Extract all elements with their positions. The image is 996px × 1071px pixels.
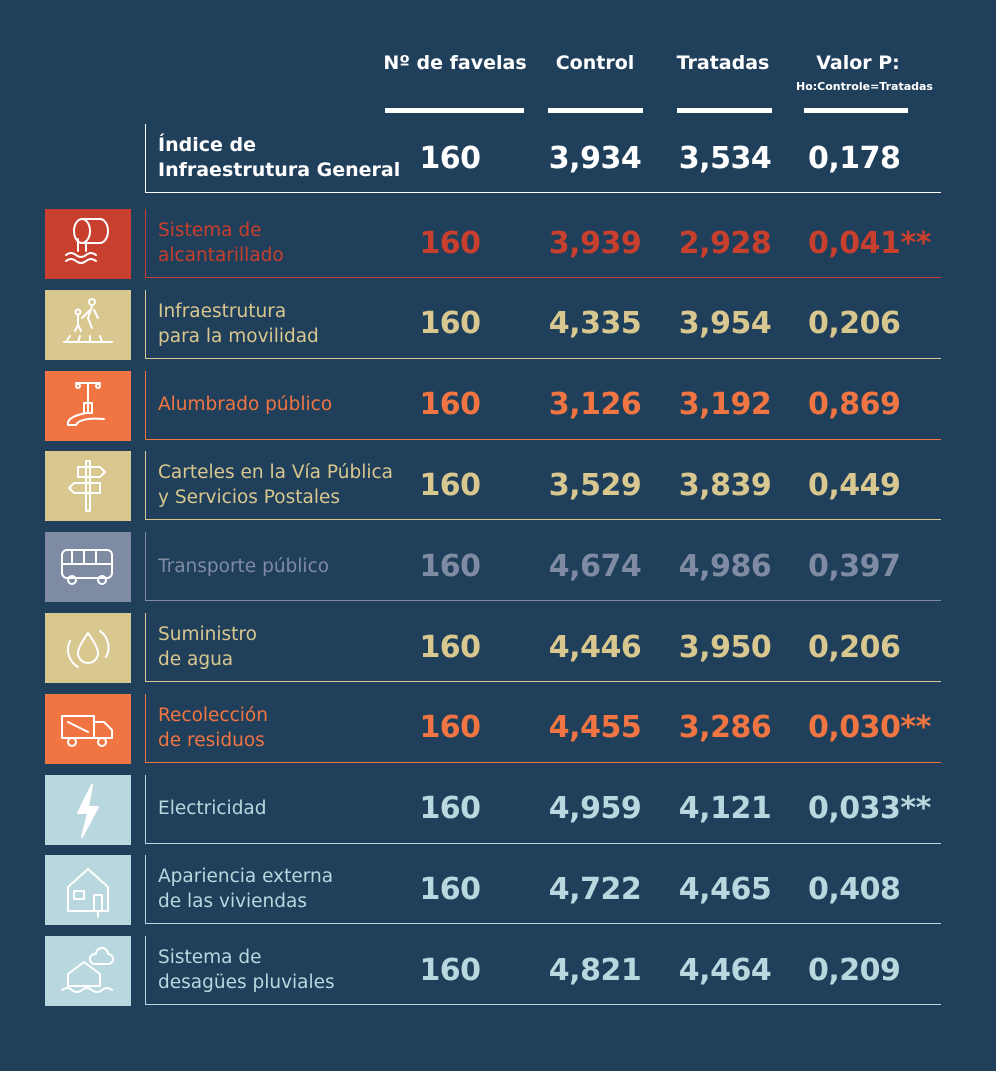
row-label-box: Alumbrado público (145, 370, 941, 440)
tratadas-value: 3,286 (678, 710, 772, 746)
row-label: Sistema de desagües pluviales (158, 947, 335, 994)
control-value: 4,722 (548, 871, 642, 907)
control-value: 3,934 (548, 140, 642, 176)
table-row: Alumbrado público 160 3,126 3,192 0,869 (0, 370, 996, 443)
row-label: Sistema de alcantarillado (158, 220, 284, 266)
tratadas-value: 3,534 (678, 140, 772, 176)
row-label-box: Apariencia externa de las viviendas (145, 855, 941, 925)
control-value: 4,446 (548, 629, 642, 665)
favelas-value: 160 (419, 225, 481, 261)
row-label-box: Carteles en la Vía Pública y Servicios P… (145, 451, 941, 521)
control-value: 4,959 (548, 791, 642, 827)
favelas-value: 160 (419, 548, 481, 584)
signpost-icon (45, 451, 131, 522)
row-label-box: Sistema de alcantarillado (145, 209, 941, 278)
row-label: Electricidad (158, 798, 267, 820)
sewer-pipe-icon (45, 209, 131, 279)
control-value: 3,126 (548, 387, 642, 423)
row-label: Suministro de agua (158, 624, 257, 670)
tratadas-value: 2,928 (678, 225, 772, 261)
valor-value: 0,408 (808, 871, 901, 907)
tratadas-value: 3,839 (678, 467, 772, 503)
valor-value: 0,206 (808, 306, 901, 342)
table-row: Apariencia externa de las viviendas 160 … (0, 855, 996, 927)
valor-value: 0,449 (808, 467, 901, 503)
house-icon (45, 855, 131, 926)
valor-value: 0,030** (808, 710, 931, 746)
favelas-value: 160 (419, 952, 481, 988)
valor-title: Valor P: (816, 52, 900, 74)
row-label-box: Electricidad (145, 774, 941, 844)
favelas-value: 160 (419, 629, 481, 665)
header-divider (677, 108, 772, 113)
tratadas-value: 3,950 (678, 629, 772, 665)
control-value: 4,821 (548, 952, 642, 988)
row-label: Apariencia externa de las viviendas (158, 866, 334, 913)
row-label: Infraestrutura para la movilidad (158, 300, 319, 347)
favelas-value: 160 (419, 791, 481, 827)
table-row: Sistema de alcantarillado 160 3,939 2,92… (0, 209, 996, 281)
row-label: Alumbrado público (158, 394, 333, 416)
favelas-value: 160 (419, 710, 481, 746)
garbage-truck-icon (45, 693, 131, 764)
header-divider (385, 108, 524, 113)
valor-value: 0,206 (808, 629, 901, 665)
table-row: Electricidad 160 4,959 4,121 0,033** (0, 774, 996, 847)
tratadas-value: 4,986 (678, 548, 772, 584)
tratadas-value: 3,954 (678, 306, 772, 342)
valor-value: 0,209 (808, 952, 901, 988)
table-row: Transporte público 160 4,674 4,986 0,397 (0, 532, 996, 604)
favelas-value: 160 (419, 140, 481, 176)
favelas-value: 160 (419, 871, 481, 907)
column-header-favelas: Nº de favelas (383, 52, 527, 74)
lightning-icon (45, 774, 131, 845)
table-row: Sistema de desagües pluviales 160 4,821 … (0, 936, 996, 1008)
control-value: 4,674 (548, 548, 642, 584)
valor-value: 0,397 (808, 548, 901, 584)
row-label-box: Índice de Infraestrutura General (145, 124, 941, 193)
table-row: Recolección de residuos 160 4,455 3,286 … (0, 693, 996, 766)
pedestrians-crossing-icon (45, 289, 131, 360)
row-label-box: Suministro de agua (145, 613, 941, 682)
valor-value: 0,869 (808, 387, 901, 423)
column-header-valor: Valor P: Ho:Controle=Tratadas (796, 52, 933, 93)
table-row: Suministro de agua 160 4,446 3,950 0,206 (0, 613, 996, 685)
row-label: Transporte público (158, 555, 330, 577)
row-label-box: Transporte público (145, 532, 941, 602)
tratadas-value: 4,465 (678, 871, 772, 907)
tratadas-value: 4,121 (678, 791, 772, 827)
row-label-box: Recolección de residuos (145, 693, 941, 763)
header-divider (804, 108, 908, 113)
street-lamp-icon (45, 370, 131, 441)
table-row: Carteles en la Vía Pública y Servicios P… (0, 451, 996, 523)
favelas-value: 160 (419, 467, 481, 503)
header-divider (548, 108, 643, 113)
column-header-tratadas: Tratadas (676, 52, 770, 74)
main-index-row: Índice de Infraestrutura General 160 3,9… (0, 124, 996, 196)
control-value: 4,455 (548, 710, 642, 746)
table-row: Infraestrutura para la movilidad 160 4,3… (0, 289, 996, 362)
control-value: 3,939 (548, 225, 642, 261)
water-drop-cycle-icon (45, 613, 131, 683)
control-value: 4,335 (548, 306, 642, 342)
column-header-control: Control (555, 52, 635, 74)
favelas-value: 160 (419, 387, 481, 423)
valor-value: 0,041** (808, 225, 931, 261)
valor-subtitle: Ho:Controle=Tratadas (796, 80, 933, 93)
tratadas-value: 3,192 (678, 387, 772, 423)
row-label: Índice de Infraestrutura General (158, 134, 401, 181)
row-label-box: Infraestrutura para la movilidad (145, 289, 941, 359)
tratadas-value: 4,464 (678, 952, 772, 988)
row-label: Carteles en la Vía Pública y Servicios P… (158, 462, 393, 509)
row-label-box: Sistema de desagües pluviales (145, 936, 941, 1006)
valor-value: 0,178 (808, 140, 901, 176)
flooded-house-icon (45, 936, 131, 1007)
favelas-value: 160 (419, 306, 481, 342)
valor-value: 0,033** (808, 791, 931, 827)
bus-icon (45, 532, 131, 603)
row-label: Recolección de residuos (158, 704, 268, 751)
control-value: 3,529 (548, 467, 642, 503)
